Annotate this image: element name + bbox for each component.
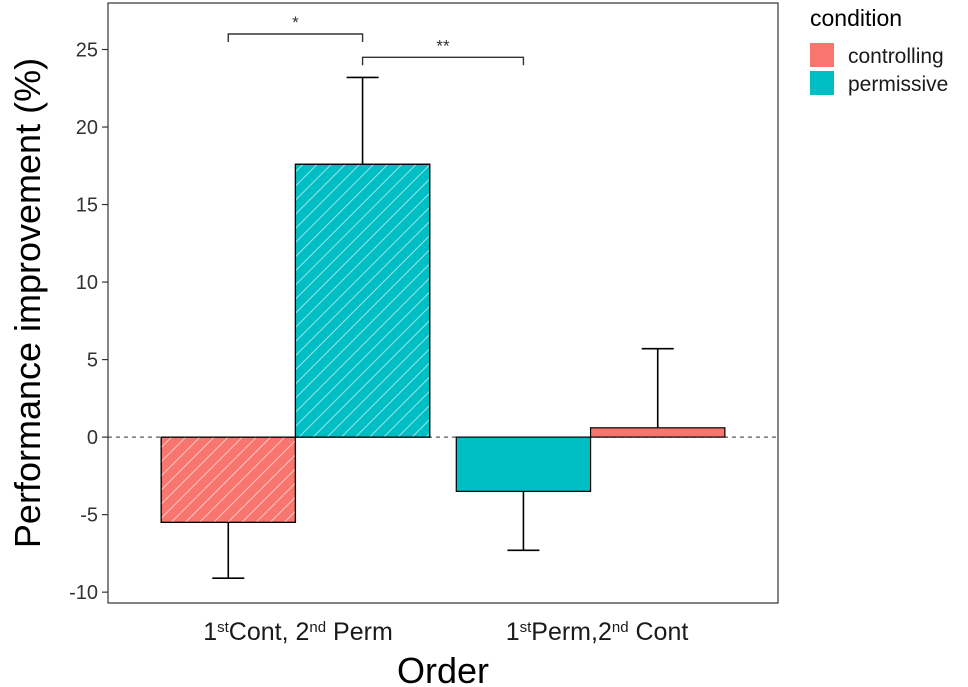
cat1-sup1: st xyxy=(520,619,533,636)
legend-swatch-controlling xyxy=(810,43,834,67)
y-tick-label: 10 xyxy=(76,272,98,294)
legend-title: condition xyxy=(810,5,902,31)
significance-brackets: *** xyxy=(227,13,525,66)
legend-swatch-permissive xyxy=(810,71,834,95)
cat0-name2: Perm xyxy=(326,618,393,646)
y-tick-label: 0 xyxy=(87,427,98,449)
category-label-0: 1stCont, 2nd Perm xyxy=(203,618,393,646)
category-label-1: 1stPerm,2nd Cont xyxy=(506,618,689,646)
significance-label: ** xyxy=(436,36,450,55)
significance-bracket xyxy=(227,33,364,43)
cat1-ord1: 1 xyxy=(506,618,520,646)
y-axis-title: Performance improvement (%) xyxy=(7,58,48,548)
significance-label: * xyxy=(292,13,299,32)
cat1-name1: Perm,2 xyxy=(531,618,612,646)
y-tick-label: -5 xyxy=(80,505,98,527)
bar-hatch-permissive-0 xyxy=(294,163,431,438)
y-axis: -10 -5 0 5 10 15 20 25 xyxy=(69,40,108,604)
error-bars xyxy=(212,76,674,579)
bar-hatch-controlling-0 xyxy=(160,436,297,523)
significance-bracket xyxy=(361,56,525,66)
y-tick-label: 25 xyxy=(76,40,98,62)
cat0-sup1: st xyxy=(217,619,230,636)
y-tick-label: 20 xyxy=(76,117,98,139)
legend-label-controlling: controlling xyxy=(848,45,944,68)
cat1-sup2: nd xyxy=(612,619,629,636)
bar-controlling-1 xyxy=(589,427,726,438)
bars xyxy=(160,163,726,523)
bar-permissive-1 xyxy=(455,436,592,492)
y-tick-label: -10 xyxy=(69,582,98,604)
x-axis-title: Order xyxy=(397,650,489,687)
cat1-name2: Cont xyxy=(629,618,689,646)
cat0-sup2: nd xyxy=(309,619,326,636)
y-tick-label: 5 xyxy=(87,350,98,372)
legend-label-permissive: permissive xyxy=(848,73,948,96)
cat0-ord1: 1 xyxy=(203,618,217,646)
legend: condition controlling permissive xyxy=(810,5,948,96)
cat0-name1: Cont, 2 xyxy=(229,618,310,646)
y-tick-label: 15 xyxy=(76,195,98,217)
